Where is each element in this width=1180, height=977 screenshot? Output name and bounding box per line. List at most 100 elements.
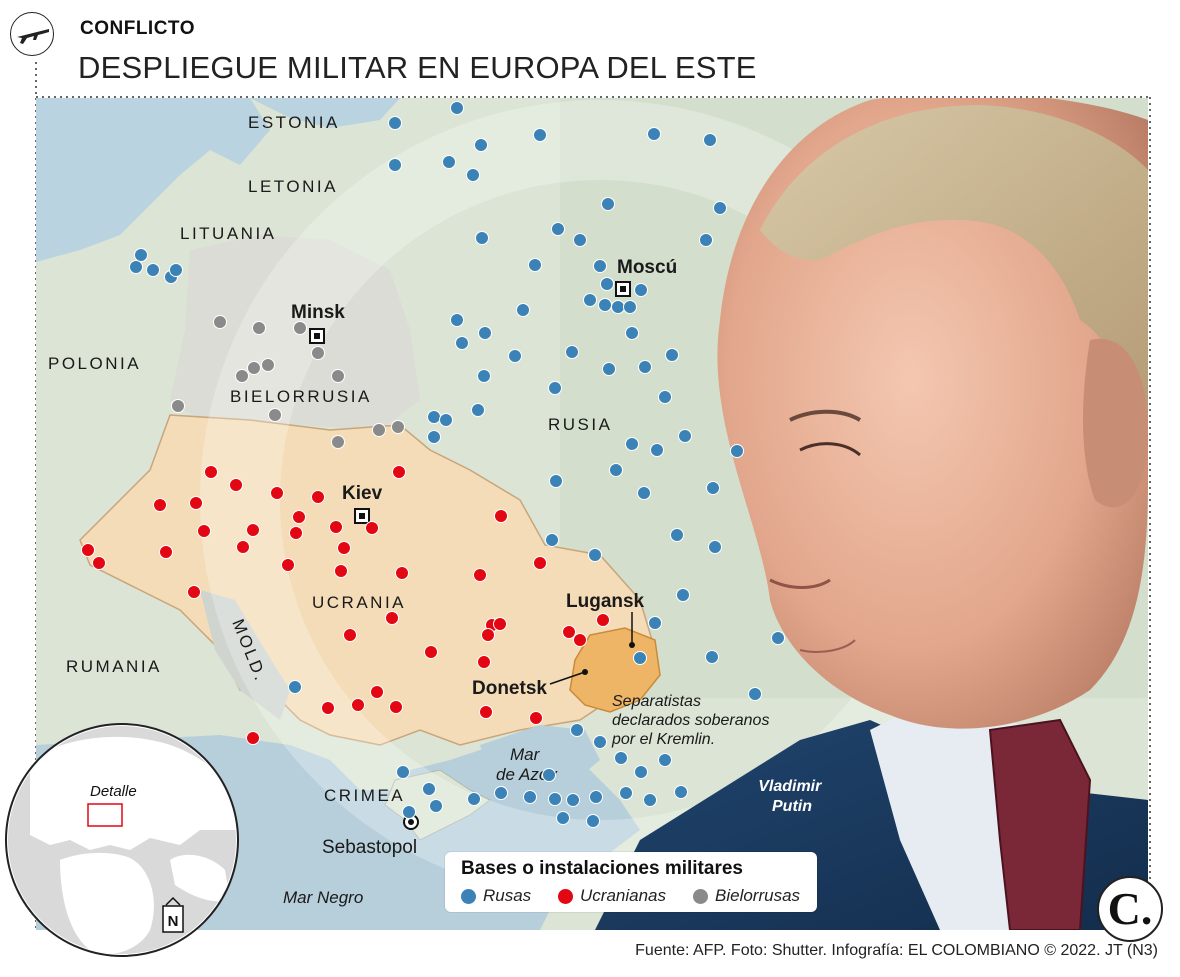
label-lituania: LITUANIA: [180, 224, 277, 243]
belarusian-base-marker: [235, 369, 249, 383]
russian-base-marker: [708, 540, 722, 554]
russian-base-marker: [625, 326, 639, 340]
label-rumania: RUMANIA: [66, 657, 162, 676]
ukrainian-base-marker: [334, 564, 348, 578]
russian-base-marker: [670, 528, 684, 542]
russian-base-marker: [623, 300, 637, 314]
russian-base-marker: [611, 300, 625, 314]
ukrainian-base-marker: [370, 685, 384, 699]
header-kicker: CONFLICTO: [80, 18, 195, 39]
belarusian-base-marker: [391, 420, 405, 434]
russian-base-marker: [450, 101, 464, 115]
city-marker-kiev: [354, 508, 370, 524]
inset-label: Detalle: [90, 783, 137, 800]
ukrainian-base-marker: [343, 628, 357, 642]
russian-base-marker: [471, 403, 485, 417]
russian-base-marker: [699, 233, 713, 247]
map-labels: ESTONIA LETONIA LITUANIA POLONIA BIELORR…: [48, 113, 822, 907]
russian-base-marker: [429, 799, 443, 813]
north-label: N: [168, 913, 179, 930]
russian-base-marker: [583, 293, 597, 307]
label-crimea: CRIMEA: [324, 786, 405, 805]
russian-base-marker: [634, 765, 648, 779]
russian-base-marker: [549, 474, 563, 488]
ukrainian-base-marker: [159, 545, 173, 559]
russian-base-marker: [637, 486, 651, 500]
label-bielorrusia: BIELORRUSIA: [230, 387, 372, 406]
russian-base-marker: [674, 785, 688, 799]
ukrainian-base-marker: [187, 585, 201, 599]
legend-dot-ucranianas: [558, 888, 573, 904]
russian-base-marker: [551, 222, 565, 236]
russian-base-marker: [427, 430, 441, 444]
belarusian-base-marker: [247, 361, 261, 375]
ukrainian-base-marker: [292, 510, 306, 524]
legend-label-bielorrusas: Bielorrusas: [715, 886, 801, 905]
belarusian-base-marker: [372, 423, 386, 437]
russian-base-marker: [771, 631, 785, 645]
ukrainian-base-marker: [229, 478, 243, 492]
russian-base-marker: [598, 298, 612, 312]
el-colombiano-logo: C.: [1097, 876, 1163, 942]
russian-base-marker: [388, 158, 402, 172]
ukrainian-base-marker: [562, 625, 576, 639]
russian-base-marker: [665, 348, 679, 362]
city-marker-minsk: [309, 328, 325, 344]
donetsk-point: [582, 669, 588, 675]
belarusian-base-marker: [261, 358, 275, 372]
russian-base-marker: [494, 786, 508, 800]
label-kiev: Kiev: [342, 483, 383, 504]
ukrainian-base-marker: [321, 701, 335, 715]
ukrainian-base-marker: [533, 556, 547, 570]
belarusian-base-marker: [268, 408, 282, 422]
north-icon: N: [162, 896, 184, 933]
russian-base-marker: [619, 786, 633, 800]
russian-base-marker: [593, 735, 607, 749]
russian-base-marker: [600, 277, 614, 291]
ukrainian-base-marker: [596, 613, 610, 627]
ukrainian-base-marker: [281, 558, 295, 572]
belarusian-base-marker: [252, 321, 266, 335]
lugansk-point: [629, 642, 635, 648]
ukrainian-base-marker: [246, 523, 260, 537]
ukrainian-base-marker: [204, 465, 218, 479]
russian-base-marker: [134, 248, 148, 262]
legend: Bases o instalaciones militares Rusas Uc…: [445, 852, 817, 912]
russian-base-marker: [678, 429, 692, 443]
russian-base-marker: [566, 793, 580, 807]
russian-base-marker: [643, 793, 657, 807]
russian-base-marker: [427, 410, 441, 424]
legend-title: Bases o instalaciones militares: [461, 858, 743, 879]
label-mar-azov: Mar de Azov: [496, 745, 558, 784]
label-minsk: Minsk: [291, 302, 345, 323]
putin-photo: [595, 98, 1148, 930]
russian-base-marker: [548, 792, 562, 806]
legend-dot-rusas: [461, 888, 476, 904]
ukrainian-base-marker: [189, 496, 203, 510]
label-mar-negro: Mar Negro: [283, 888, 363, 907]
russian-base-marker: [593, 259, 607, 273]
russian-base-marker: [625, 437, 639, 451]
ukrainian-base-marker: [81, 543, 95, 557]
russian-base-marker: [570, 723, 584, 737]
russian-base-marker: [573, 233, 587, 247]
russian-base-marker: [586, 814, 600, 828]
russian-base-marker: [601, 197, 615, 211]
ukrainian-base-marker: [289, 526, 303, 540]
ukrainian-base-marker: [395, 566, 409, 580]
belarusian-base-marker: [311, 346, 325, 360]
ukrainian-base-marker: [329, 520, 343, 534]
russian-base-marker: [450, 313, 464, 327]
russian-base-marker: [713, 201, 727, 215]
ukrainian-base-marker: [392, 465, 406, 479]
belarusian-base-marker: [331, 435, 345, 449]
russian-base-marker: [658, 390, 672, 404]
ukrainian-base-marker: [385, 611, 399, 625]
inset-detail-box: [87, 803, 123, 827]
ukrainian-base-marker: [529, 711, 543, 725]
russian-base-marker: [288, 680, 302, 694]
baltic-sea: [36, 98, 270, 262]
russian-base-marker: [730, 444, 744, 458]
legend-item-bielorrusas: Bielorrusas: [693, 886, 800, 906]
